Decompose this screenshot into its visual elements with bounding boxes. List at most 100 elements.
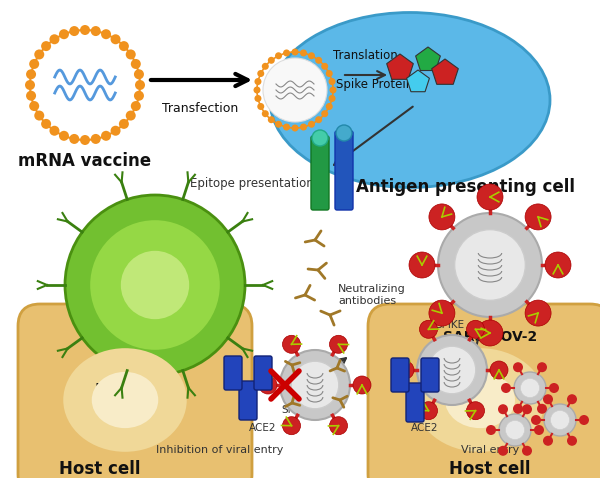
Circle shape xyxy=(549,383,559,393)
Circle shape xyxy=(486,425,496,435)
Circle shape xyxy=(467,320,485,338)
Polygon shape xyxy=(386,54,413,79)
Circle shape xyxy=(315,116,322,123)
Circle shape xyxy=(438,213,542,317)
Circle shape xyxy=(321,63,328,70)
Circle shape xyxy=(522,404,532,414)
Circle shape xyxy=(80,135,90,145)
Text: Spike Protein: Spike Protein xyxy=(337,78,413,91)
Text: B cell: B cell xyxy=(95,382,145,400)
Circle shape xyxy=(545,252,571,278)
Circle shape xyxy=(257,103,264,110)
Ellipse shape xyxy=(445,372,515,428)
Circle shape xyxy=(65,195,245,375)
Circle shape xyxy=(275,52,282,59)
Circle shape xyxy=(59,131,69,141)
Circle shape xyxy=(429,300,455,326)
Circle shape xyxy=(498,446,508,456)
Polygon shape xyxy=(407,70,430,92)
Text: ACE2: ACE2 xyxy=(249,423,277,433)
Circle shape xyxy=(49,34,59,44)
Text: SARS-COV-2: SARS-COV-2 xyxy=(443,330,537,344)
Circle shape xyxy=(59,29,69,39)
Circle shape xyxy=(417,335,487,405)
Circle shape xyxy=(134,91,144,101)
Circle shape xyxy=(543,394,553,404)
Circle shape xyxy=(477,184,503,210)
Circle shape xyxy=(110,34,121,44)
Text: Epitope presentation: Epitope presentation xyxy=(190,176,314,189)
Text: SPIKE: SPIKE xyxy=(436,320,464,330)
Circle shape xyxy=(283,123,290,130)
Circle shape xyxy=(505,420,524,440)
Circle shape xyxy=(501,383,511,393)
Circle shape xyxy=(126,110,136,120)
Circle shape xyxy=(300,49,307,56)
Circle shape xyxy=(283,49,290,56)
Circle shape xyxy=(321,110,328,117)
Circle shape xyxy=(428,346,476,394)
Circle shape xyxy=(119,119,129,129)
Circle shape xyxy=(534,425,544,435)
Circle shape xyxy=(259,376,277,394)
Circle shape xyxy=(80,25,90,35)
Circle shape xyxy=(292,124,299,131)
Circle shape xyxy=(300,123,307,130)
Circle shape xyxy=(467,402,485,420)
Circle shape xyxy=(514,372,546,404)
Circle shape xyxy=(308,121,315,128)
Circle shape xyxy=(275,121,282,128)
Circle shape xyxy=(257,70,264,77)
FancyBboxPatch shape xyxy=(421,358,439,392)
Circle shape xyxy=(262,110,269,117)
Text: Transfection: Transfection xyxy=(162,102,238,115)
Circle shape xyxy=(308,52,315,59)
Circle shape xyxy=(263,58,327,122)
Text: Viral entry: Viral entry xyxy=(461,445,519,455)
Circle shape xyxy=(513,404,523,414)
Circle shape xyxy=(544,404,576,436)
Text: SPIKE: SPIKE xyxy=(281,405,311,415)
FancyBboxPatch shape xyxy=(254,356,272,390)
Circle shape xyxy=(531,415,541,425)
Circle shape xyxy=(329,417,347,435)
Circle shape xyxy=(326,103,333,110)
Circle shape xyxy=(26,69,36,79)
Circle shape xyxy=(69,134,79,144)
Circle shape xyxy=(280,350,350,420)
Circle shape xyxy=(268,57,275,64)
Circle shape xyxy=(429,204,455,230)
Circle shape xyxy=(283,417,301,435)
Circle shape xyxy=(513,362,523,372)
Text: ACE2: ACE2 xyxy=(411,423,439,433)
Circle shape xyxy=(353,376,371,394)
FancyBboxPatch shape xyxy=(18,304,252,478)
Circle shape xyxy=(126,49,136,59)
Circle shape xyxy=(283,335,301,353)
Circle shape xyxy=(329,87,337,94)
FancyBboxPatch shape xyxy=(224,356,242,390)
FancyBboxPatch shape xyxy=(391,358,409,392)
Circle shape xyxy=(326,70,333,77)
FancyBboxPatch shape xyxy=(406,383,424,422)
Circle shape xyxy=(254,95,262,102)
FancyBboxPatch shape xyxy=(335,131,353,210)
Circle shape xyxy=(262,63,269,70)
Circle shape xyxy=(29,101,39,111)
Circle shape xyxy=(419,402,437,420)
Circle shape xyxy=(525,204,551,230)
Circle shape xyxy=(134,69,144,79)
Circle shape xyxy=(34,110,44,120)
FancyBboxPatch shape xyxy=(239,381,257,420)
Text: Host cell: Host cell xyxy=(449,460,531,478)
Circle shape xyxy=(567,436,577,446)
Ellipse shape xyxy=(270,12,550,187)
Circle shape xyxy=(336,125,352,141)
Circle shape xyxy=(37,37,133,133)
Circle shape xyxy=(34,49,44,59)
Circle shape xyxy=(543,436,553,446)
Circle shape xyxy=(455,229,526,300)
Circle shape xyxy=(550,411,569,430)
Text: Host cell: Host cell xyxy=(59,460,141,478)
Circle shape xyxy=(119,41,129,51)
